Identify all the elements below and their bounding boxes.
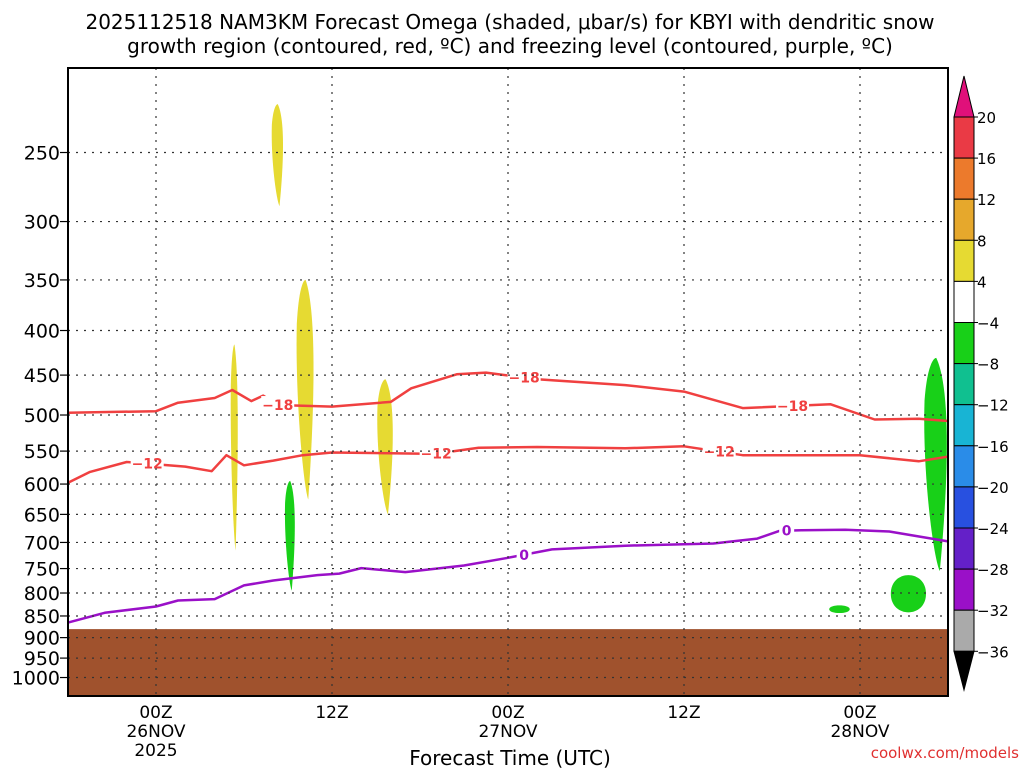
contour-label-bg	[507, 368, 541, 387]
colorbar-segment	[953, 445, 975, 488]
colorbar-segment	[953, 363, 975, 406]
plot-area: −18 −18 −18 −12 −12 −12 0 0	[67, 104, 949, 696]
contour-label: −18	[777, 399, 808, 415]
colorbar-segment	[953, 568, 975, 611]
positive-omega-region-2	[296, 279, 314, 500]
colorbar-label: −36	[977, 643, 1009, 661]
contour-label: −18	[509, 371, 540, 387]
x-tick-label: 28NOV	[830, 722, 889, 742]
colorbar-label: −24	[977, 520, 1009, 538]
y-tick-label: 450	[24, 365, 60, 387]
colorbar-label: 20	[977, 109, 996, 127]
y-tick-label: 250	[24, 143, 60, 165]
colorbar-segment	[953, 322, 975, 365]
colorbar-label: 4	[977, 273, 987, 291]
colorbar-label: −8	[977, 356, 999, 374]
x-tick-label: 27NOV	[478, 722, 537, 742]
x-tick-label: 2025	[134, 741, 177, 761]
x-tick-label: 12Z	[315, 703, 348, 723]
y-tick-label: 650	[24, 504, 60, 526]
y-axis-ticks: 2503003504004505005506006507007508008509…	[12, 143, 68, 690]
colorbar-label: 8	[977, 232, 987, 250]
x-axis-label: Forecast Time (UTC)	[409, 746, 611, 768]
y-tick-label: 350	[24, 270, 60, 292]
contour-label-bg	[419, 444, 453, 463]
colorbar-segment	[953, 116, 975, 159]
x-tick-label: 00Z	[843, 703, 876, 723]
colorbar-bottom-arrow	[953, 650, 975, 692]
chart-title: 2025112518 NAM3KM Forecast Omega (shaded…	[85, 10, 934, 58]
colorbar-label: −12	[977, 397, 1009, 415]
title-line-1: 2025112518 NAM3KM Forecast Omega (shaded…	[85, 10, 934, 34]
positive-omega-region-3	[230, 344, 238, 551]
y-tick-label: 400	[24, 321, 60, 343]
colorbar-label: 16	[977, 150, 996, 168]
negative-omega-region-6	[924, 357, 947, 572]
contour-label: 0	[519, 548, 529, 564]
colorbar-segment	[953, 404, 975, 447]
contour-label: −12	[421, 447, 452, 463]
y-tick-label: 550	[24, 441, 60, 463]
colorbar-label: −28	[977, 561, 1009, 579]
contour-line-0	[67, 528, 949, 624]
colorbar-segment	[953, 527, 975, 570]
colorbar-label: −32	[977, 602, 1009, 620]
plot-frame	[67, 67, 949, 697]
negative-omega-region-7	[890, 575, 926, 613]
colorbar-label: −16	[977, 438, 1009, 456]
colorbar: 20 16 12 8 4 −4 −8 −12 −16 −20 −24 −28 −32 −36	[953, 75, 1009, 692]
x-tick-label: 12Z	[667, 703, 700, 723]
colorbar-segment	[953, 280, 975, 323]
colorbar-top-arrow	[953, 75, 975, 118]
x-tick-label: 26NOV	[126, 722, 185, 742]
y-tick-label: 300	[24, 212, 60, 234]
colorbar-segment	[953, 239, 975, 282]
contour-label-bg	[776, 396, 810, 415]
colorbar-label: −20	[977, 479, 1009, 497]
colorbar-segment	[953, 198, 975, 241]
contour-label-bg	[702, 442, 736, 461]
contour-label-bg	[779, 521, 795, 540]
colorbar-label: 12	[977, 191, 996, 209]
y-tick-label: 750	[24, 559, 60, 581]
colorbar-segment	[953, 486, 975, 529]
contour-label: 0	[782, 524, 792, 540]
x-tick-label: 00Z	[139, 703, 172, 723]
x-tick-label: 00Z	[491, 703, 524, 723]
y-tick-label: 600	[24, 474, 60, 496]
y-tick-label: 900	[24, 628, 60, 650]
positive-omega-region-4	[377, 379, 393, 515]
title-line-2: growth region (contoured, red, ºC) and f…	[127, 34, 893, 58]
credit-text: coolwx.com/models	[871, 744, 1019, 762]
colorbar-segment	[953, 157, 975, 200]
y-tick-label: 700	[24, 532, 60, 554]
colorbar-segment	[953, 609, 975, 652]
colorbar-label: −4	[977, 315, 999, 333]
contour-label: −12	[132, 457, 163, 473]
contour-label-bg	[516, 545, 532, 564]
positive-omega-region-1	[271, 104, 284, 207]
y-tick-label: 850	[24, 606, 60, 628]
y-tick-label: 500	[24, 405, 60, 427]
contour-label-bg	[261, 396, 295, 415]
y-tick-label: 1000	[12, 668, 60, 690]
y-tick-label: 950	[24, 648, 60, 670]
y-tick-label: 800	[24, 583, 60, 605]
gridlines	[68, 68, 948, 696]
contour-label: −12	[704, 445, 735, 461]
negative-omega-region-5	[284, 480, 295, 591]
contour-label: −18	[262, 398, 293, 414]
negative-omega-region-8	[829, 605, 850, 614]
